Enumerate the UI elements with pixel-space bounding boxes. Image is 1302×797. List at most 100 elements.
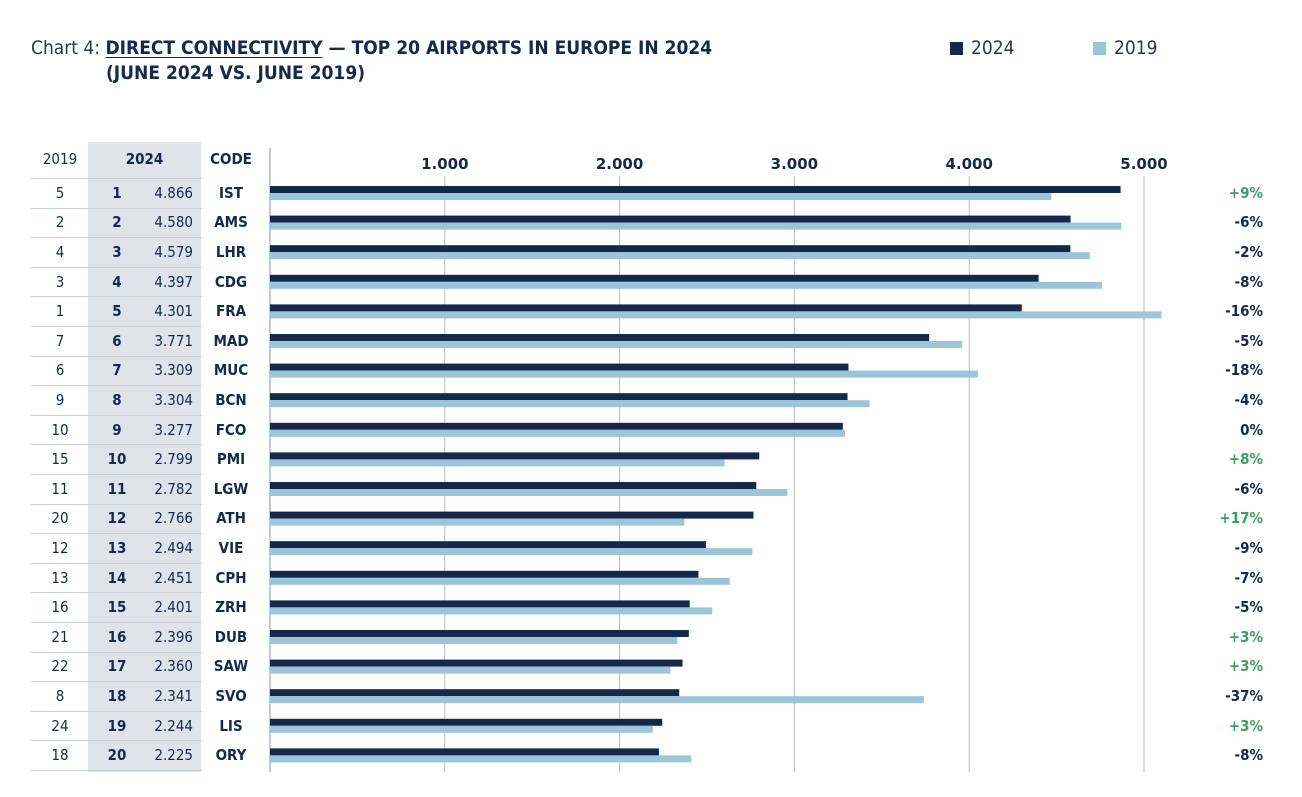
- rank-2024-cell: 6: [112, 331, 122, 350]
- rank-2024-column-shade: [88, 142, 201, 772]
- change-percent-cell: -8%: [1234, 272, 1263, 291]
- rank-2019-cell: 20: [51, 509, 69, 528]
- legend-swatch-2024: [950, 42, 963, 55]
- bar-2019-dub: [270, 637, 678, 644]
- change-percent-cell: +8%: [1228, 450, 1263, 469]
- bar-2024-dub: [270, 630, 689, 637]
- rank-2024-cell: 4: [112, 272, 122, 291]
- airport-code-cell: FCO: [215, 420, 247, 439]
- airport-code-cell: LIS: [219, 716, 243, 735]
- value-2024-cell: 2.360: [154, 657, 193, 676]
- value-2024-cell: 2.799: [154, 450, 193, 469]
- table-row-divider: [31, 444, 202, 446]
- bar-2024-saw: [270, 659, 683, 667]
- airport-code-cell: MAD: [213, 331, 249, 350]
- bar-2024-lgw: [270, 482, 757, 489]
- rank-2024-cell: 3: [112, 243, 122, 261]
- rank-2019-cell: 1: [55, 302, 65, 321]
- rank-2024-cell: 18: [107, 687, 127, 705]
- rank-2024-cell: 14: [107, 568, 127, 587]
- bar-2019-ory: [270, 755, 692, 763]
- table-row-divider: [31, 385, 202, 387]
- change-percent-cell: -2%: [1234, 243, 1263, 261]
- change-percent-cell: -9%: [1234, 539, 1263, 557]
- airport-code-cell: SVO: [215, 687, 247, 705]
- bar-2019-saw: [270, 666, 671, 674]
- value-2024-cell: 4.301: [154, 302, 193, 321]
- bar-2019-fra: [270, 311, 1162, 319]
- bar-2024-lis: [270, 718, 663, 726]
- rank-2024-cell: 10: [107, 450, 127, 469]
- value-2024-cell: 3.277: [154, 420, 193, 439]
- change-percent-cell: +3%: [1228, 657, 1263, 676]
- change-percent-cell: +3%: [1228, 627, 1263, 646]
- bar-2024-fco: [270, 422, 843, 430]
- change-percent-cell: -4%: [1234, 391, 1263, 409]
- rank-2024-cell: 15: [107, 598, 127, 617]
- title-underlined: DIRECT CONNECTIVITY: [105, 37, 323, 59]
- rank-2019-cell: 12: [51, 539, 69, 557]
- airport-code-cell: PMI: [216, 450, 246, 469]
- table-row-divider: [31, 740, 202, 742]
- bar-2024-ory: [270, 748, 659, 756]
- bar-2024-ams: [270, 215, 1071, 223]
- rank-2019-cell: 3: [55, 272, 65, 291]
- value-2024-cell: 4.397: [154, 272, 193, 291]
- change-percent-cell: -5%: [1234, 331, 1263, 350]
- rank-2024-cell: 8: [112, 391, 122, 409]
- table-row-divider: [31, 770, 202, 771]
- change-percent-cell: +3%: [1228, 716, 1263, 735]
- rank-2019-cell: 5: [55, 183, 65, 202]
- change-percent-cell: -37%: [1225, 687, 1263, 705]
- value-2024-cell: 2.494: [154, 539, 193, 557]
- table-row-divider: [31, 710, 202, 712]
- x-tick-label: 3.000: [771, 155, 818, 173]
- table-row-divider: [31, 414, 202, 416]
- bar-2024-zrh: [270, 600, 690, 608]
- rank-2019-cell: 15: [51, 450, 69, 469]
- rank-2024-cell: 16: [107, 627, 127, 646]
- change-percent-cell: -16%: [1225, 302, 1263, 321]
- rank-2019-cell: 13: [51, 568, 69, 587]
- chart-number-label: Chart 4:: [31, 37, 101, 59]
- rank-2019-cell: 16: [51, 598, 69, 617]
- value-2024-cell: 4.579: [154, 243, 193, 261]
- bar-2019-cdg: [270, 281, 1103, 289]
- change-percent-cell: -7%: [1234, 568, 1263, 587]
- value-2024-cell: 3.304: [154, 391, 193, 409]
- rank-2024-cell: 12: [107, 509, 127, 528]
- bar-2024-cph: [270, 570, 699, 578]
- legend-label-2019: 2019: [1114, 37, 1158, 59]
- airport-code-cell: MUC: [213, 361, 249, 380]
- rank-2024-cell: 13: [107, 539, 127, 557]
- chart-subtitle: (JUNE 2024 VS. JUNE 2019): [106, 62, 366, 84]
- table-row-divider: [31, 207, 202, 209]
- table-row-divider: [31, 562, 202, 564]
- value-2024-cell: 2.401: [154, 598, 193, 617]
- change-percent-cell: +9%: [1228, 183, 1263, 202]
- value-2024-cell: 2.244: [154, 716, 193, 735]
- bar-2019-pmi: [270, 459, 725, 467]
- rank-2019-cell: 2: [55, 213, 65, 232]
- change-percent-cell: -8%: [1234, 746, 1263, 765]
- airport-code-cell: FRA: [215, 302, 247, 321]
- legend-item-2024: 2024: [950, 36, 1015, 61]
- airport-code-cell: CPH: [215, 568, 247, 587]
- bar-2024-ist: [270, 186, 1121, 193]
- airport-code-cell: DUB: [214, 627, 248, 646]
- rank-2024-cell: 5: [112, 302, 122, 321]
- bar-2024-ath: [270, 511, 754, 519]
- value-2024-cell: 2.451: [154, 568, 193, 587]
- change-percent-cell: +17%: [1219, 509, 1263, 528]
- table-row-divider: [31, 296, 202, 298]
- rank-2019-cell: 4: [55, 243, 65, 261]
- bar-2024-pmi: [270, 452, 760, 460]
- value-2024-cell: 2.225: [154, 746, 193, 765]
- rank-2024-cell: 1: [112, 183, 122, 202]
- bar-2019-svo: [270, 696, 924, 704]
- bar-2019-vie: [270, 548, 753, 556]
- rank-2019-cell: 22: [51, 657, 69, 676]
- change-percent-cell: 0%: [1240, 420, 1263, 439]
- bar-2019-ath: [270, 518, 685, 526]
